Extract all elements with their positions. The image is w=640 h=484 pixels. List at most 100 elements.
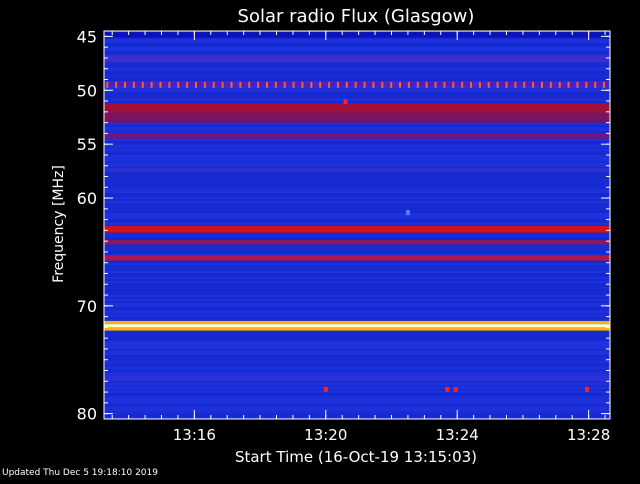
- emission-band: [104, 375, 610, 382]
- periodic-spike: [159, 81, 162, 88]
- periodic-spike: [301, 81, 304, 88]
- heatmap-texture-row: [104, 39, 610, 41]
- periodic-spike: [407, 81, 410, 88]
- heatmap-texture-row: [104, 355, 610, 357]
- heatmap-texture-row: [104, 219, 610, 221]
- periodic-spike: [177, 81, 180, 88]
- periodic-spike: [381, 81, 384, 88]
- heatmap-texture-row: [104, 401, 610, 403]
- heatmap-texture-row: [104, 333, 610, 335]
- chart-title: Solar radio Flux (Glasgow): [238, 6, 475, 27]
- heatmap-texture-row: [104, 283, 610, 285]
- heatmap-texture-row: [104, 353, 610, 355]
- heatmap-texture-row: [104, 37, 610, 39]
- periodic-spike: [496, 81, 499, 88]
- heatmap-texture-row: [104, 347, 610, 349]
- heatmap-texture-row: [104, 73, 610, 75]
- heatmap-texture-row: [104, 177, 610, 179]
- periodic-spike: [195, 81, 197, 88]
- heatmap-texture-row: [104, 139, 610, 141]
- heatmap-texture-row: [104, 393, 610, 395]
- heatmap-texture-row: [104, 211, 610, 213]
- periodic-spike: [567, 81, 570, 88]
- heatmap-texture-row: [104, 415, 610, 417]
- heatmap-texture-row: [104, 71, 610, 73]
- periodic-spike: [416, 81, 419, 88]
- heatmap-texture-row: [104, 237, 610, 239]
- heatmap-texture-row: [104, 215, 610, 217]
- heatmap-texture-row: [104, 331, 610, 333]
- periodic-spike: [124, 81, 127, 88]
- heatmap-texture-row: [104, 181, 610, 183]
- heatmap-texture-row: [104, 75, 610, 77]
- heatmap-texture-row: [104, 417, 610, 419]
- heatmap-texture-row: [104, 351, 610, 353]
- heatmap-texture-row: [104, 263, 610, 265]
- heatmap-texture-row: [104, 79, 610, 81]
- heatmap-texture-row: [104, 199, 610, 201]
- periodic-spike: [549, 81, 552, 88]
- emission-band: [104, 226, 610, 233]
- periodic-spike: [354, 81, 357, 88]
- heatmap-texture-row: [104, 405, 610, 407]
- heatmap-texture-row: [104, 407, 610, 409]
- heatmap-texture-row: [104, 157, 610, 159]
- periodic-spike: [221, 81, 224, 88]
- heatmap-texture-row: [104, 123, 610, 125]
- emission-band: [104, 103, 610, 113]
- periodic-spike: [257, 81, 260, 88]
- heatmap-texture-row: [104, 193, 610, 195]
- heatmap-texture-row: [104, 367, 610, 369]
- periodic-spike: [283, 81, 286, 88]
- heatmap-texture-row: [104, 205, 610, 207]
- periodic-spike: [230, 81, 233, 88]
- heatmap-texture-row: [104, 383, 610, 385]
- burst-mark: [453, 386, 458, 392]
- burst-mark: [445, 386, 450, 392]
- periodic-spike: [274, 81, 277, 88]
- heatmap-texture-row: [104, 93, 610, 95]
- heatmap-texture-row: [104, 45, 610, 47]
- heatmap-texture-row: [104, 343, 610, 345]
- heatmap-texture-row: [104, 183, 610, 185]
- heatmap-texture-row: [104, 361, 610, 363]
- heatmap-texture-row: [104, 335, 610, 337]
- heatmap-texture-row: [104, 345, 610, 347]
- heatmap-texture-row: [104, 185, 610, 187]
- periodic-spike: [248, 81, 251, 88]
- emission-band: [104, 81, 610, 89]
- emission-band: [104, 112, 610, 123]
- heatmap-texture-row: [104, 161, 610, 163]
- heatmap-texture-row: [104, 149, 610, 151]
- heatmap-texture-row: [104, 279, 610, 281]
- periodic-spike: [461, 81, 464, 88]
- heatmap-texture-row: [104, 273, 610, 275]
- periodic-spike: [363, 81, 366, 88]
- periodic-spike: [523, 81, 526, 88]
- heatmap-texture-row: [104, 409, 610, 411]
- heatmap-texture-row: [104, 287, 610, 289]
- heatmap-texture-row: [104, 221, 610, 223]
- y-tick-label: 55: [77, 135, 97, 154]
- heatmap-texture-row: [104, 203, 610, 205]
- heatmap-texture-row: [104, 99, 610, 101]
- heatmap-texture-row: [104, 291, 610, 293]
- heatmap-texture-row: [104, 125, 610, 127]
- periodic-spike: [470, 81, 473, 88]
- heatmap-texture-row: [104, 147, 610, 149]
- heatmap-texture-row: [104, 235, 610, 237]
- heatmap-texture-row: [104, 365, 610, 367]
- heatmap-texture-row: [104, 413, 610, 415]
- heatmap-texture-row: [104, 213, 610, 215]
- periodic-spike: [585, 81, 588, 88]
- heatmap-texture-row: [104, 395, 610, 397]
- heatmap-texture-row: [104, 155, 610, 157]
- periodic-spike: [603, 81, 606, 88]
- heatmap-texture-row: [104, 339, 610, 341]
- heatmap-texture-row: [104, 129, 610, 131]
- heatmap-texture-row: [104, 201, 610, 203]
- heatmap-texture-row: [104, 69, 610, 71]
- periodic-spike: [310, 81, 313, 88]
- heatmap-texture-row: [104, 305, 610, 307]
